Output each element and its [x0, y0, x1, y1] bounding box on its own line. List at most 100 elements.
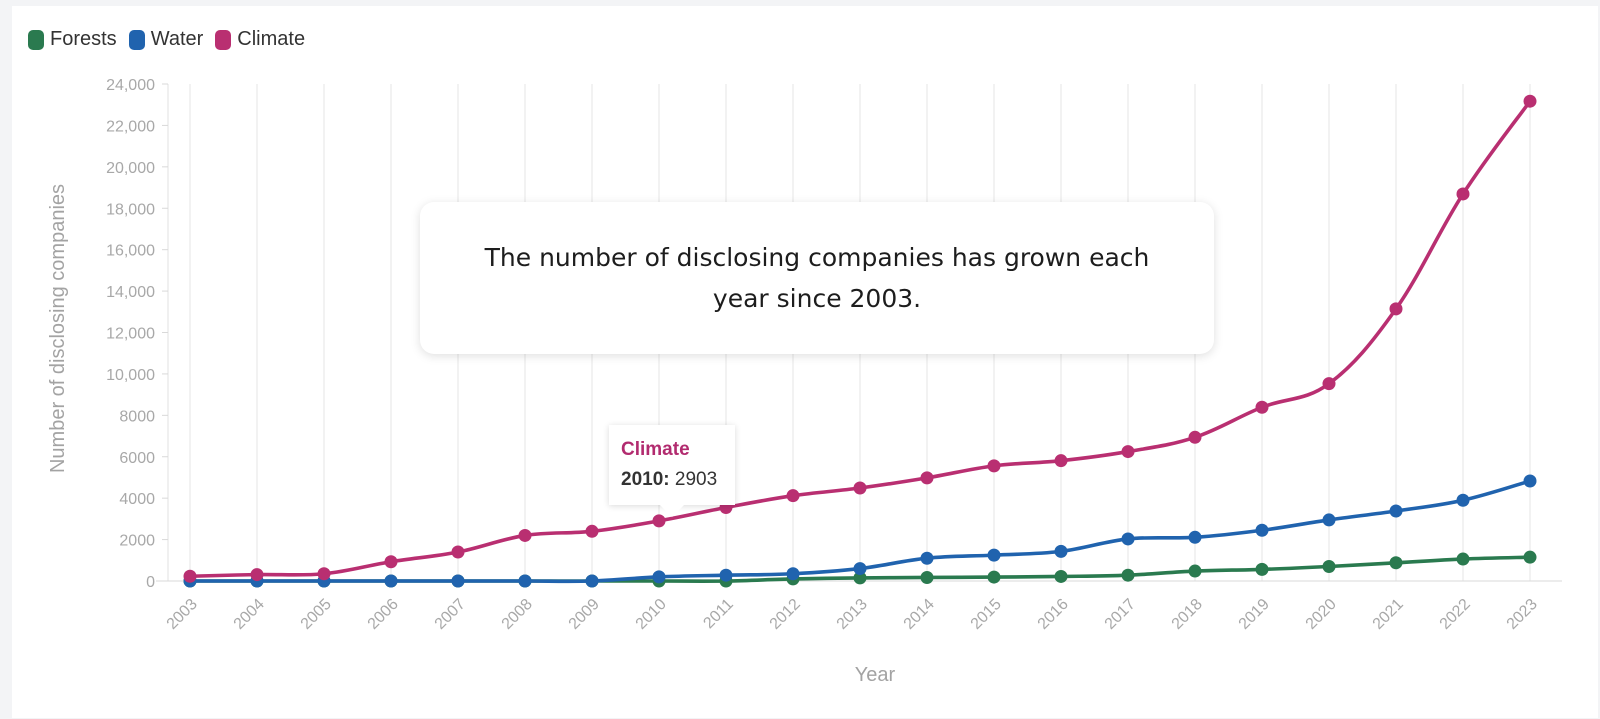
y-tick-label: 0 — [146, 574, 155, 591]
data-point-forests-2013 — [853, 571, 867, 585]
x-tick-label: 2015 — [968, 596, 1005, 633]
data-point-water-2022 — [1456, 493, 1470, 507]
x-tick-label: 2022 — [1437, 596, 1474, 633]
data-point-water-2017 — [1121, 532, 1135, 546]
data-point-forests-2019 — [1255, 562, 1269, 576]
legend-item-climate[interactable]: Climate — [215, 28, 305, 51]
x-tick-label: 2018 — [1169, 596, 1206, 633]
y-tick-label: 14,000 — [106, 284, 155, 301]
x-tick-label: 2017 — [1102, 596, 1139, 633]
x-tick-label: 2004 — [231, 596, 268, 633]
data-point-climate-2003 — [183, 569, 197, 583]
legend-label-forests: Forests — [50, 28, 117, 50]
data-point-water-2010 — [652, 570, 666, 584]
data-point-forests-2022 — [1456, 552, 1470, 566]
annotation-callout: The number of disclosing companies has g… — [420, 202, 1214, 354]
tooltip-row: 2010: 2903 — [621, 469, 723, 491]
data-point-climate-2018 — [1188, 430, 1202, 444]
y-tick-label: 8000 — [119, 408, 155, 425]
x-tick-label: 2016 — [1035, 596, 1072, 633]
data-point-water-2021 — [1389, 504, 1403, 518]
x-tick-label: 2008 — [499, 596, 536, 633]
y-tick-label: 18,000 — [106, 201, 155, 218]
data-point-climate-2020 — [1322, 377, 1336, 391]
data-point-water-2018 — [1188, 530, 1202, 544]
data-point-forests-2020 — [1322, 560, 1336, 574]
chart-card: Forests Water Climate 0 2000 4000 6000 8000 1… — [12, 6, 1598, 718]
data-point-water-2011 — [719, 568, 733, 582]
data-point-climate-2023 — [1523, 94, 1537, 108]
legend: Forests Water Climate — [28, 28, 305, 51]
tooltip-value: 2903 — [674, 469, 718, 490]
x-tick-label: 2009 — [566, 596, 603, 633]
line-chart: 0 2000 4000 6000 8000 10,000 12,000 14,000 16,00… — [47, 77, 1562, 686]
data-point-climate-2016 — [1054, 454, 1068, 468]
legend-label-climate: Climate — [237, 28, 306, 50]
y-tick-label: 20,000 — [106, 160, 155, 177]
hover-tooltip: Climate 2010: 2903 — [609, 425, 735, 517]
data-point-water-2013 — [853, 562, 867, 576]
y-tick-label: 6000 — [119, 450, 155, 467]
x-tick-label: 2020 — [1303, 596, 1340, 633]
data-point-water-2023 — [1523, 474, 1537, 488]
legend-swatch-climate — [215, 29, 232, 50]
data-point-water-2008 — [518, 574, 532, 588]
x-tick-label: 2010 — [633, 596, 670, 633]
x-tick-label: 2023 — [1504, 596, 1541, 633]
legend-swatch-forests — [28, 29, 44, 50]
data-point-climate-2007 — [451, 545, 465, 559]
data-point-climate-2004 — [250, 568, 264, 582]
y-tick-label: 16,000 — [106, 243, 155, 260]
data-point-climate-2012 — [786, 489, 800, 503]
data-point-water-2012 — [786, 567, 800, 581]
data-point-climate-2008 — [518, 528, 532, 542]
tooltip-year: 2010: — [621, 469, 670, 490]
data-point-forests-2018 — [1188, 564, 1202, 578]
data-point-water-2009 — [585, 574, 599, 588]
y-axis-title: Number of disclosing companies — [47, 184, 69, 473]
y-tick-label: 22,000 — [106, 118, 155, 135]
data-point-water-2007 — [451, 574, 465, 588]
x-tick-label: 2019 — [1236, 596, 1273, 633]
data-point-forests-2016 — [1054, 569, 1068, 583]
x-tick-label: 2005 — [298, 596, 335, 633]
data-point-water-2019 — [1255, 523, 1269, 537]
data-point-climate-2017 — [1121, 445, 1135, 459]
data-point-climate-2019 — [1255, 400, 1269, 414]
x-tick-label: 2012 — [767, 596, 804, 633]
data-point-water-2020 — [1322, 513, 1336, 527]
data-point-water-2014 — [920, 551, 934, 565]
data-point-forests-2021 — [1389, 556, 1403, 570]
x-tick-label: 2006 — [365, 596, 402, 633]
data-point-water-2006 — [384, 574, 398, 588]
data-point-climate-2021 — [1389, 302, 1403, 316]
x-axis-title: Year — [855, 664, 896, 686]
y-tick-label: 24,000 — [106, 77, 155, 94]
data-point-forests-2023 — [1523, 550, 1537, 564]
data-point-climate-2006 — [384, 555, 398, 569]
data-point-climate-2010 — [652, 514, 666, 528]
legend-item-water[interactable]: Water — [128, 28, 204, 51]
y-tick-label: 10,000 — [106, 367, 155, 384]
y-tick-label: 4000 — [119, 491, 155, 508]
data-point-water-2016 — [1054, 544, 1068, 558]
data-point-climate-2005 — [317, 567, 331, 581]
x-tick-label: 2003 — [164, 596, 201, 633]
tooltip-series-name: Climate — [621, 439, 690, 460]
legend-swatch-water — [128, 29, 145, 50]
series-climate — [183, 94, 1537, 583]
x-tick-label: 2013 — [834, 596, 871, 633]
data-point-water-2015 — [987, 548, 1001, 562]
x-tick-label: 2014 — [901, 596, 938, 633]
data-point-climate-2022 — [1456, 187, 1470, 201]
data-point-climate-2009 — [585, 524, 599, 538]
series-line-climate — [188, 99, 1532, 579]
data-point-climate-2014 — [920, 471, 934, 485]
x-tick-label: 2007 — [432, 596, 469, 633]
y-tick-label: 2000 — [119, 533, 155, 550]
y-tick-label: 12,000 — [106, 326, 155, 343]
data-point-forests-2014 — [920, 570, 934, 584]
legend-label-water: Water — [150, 28, 204, 50]
data-point-climate-2015 — [987, 459, 1001, 473]
legend-item-forests[interactable]: Forests — [28, 28, 117, 51]
